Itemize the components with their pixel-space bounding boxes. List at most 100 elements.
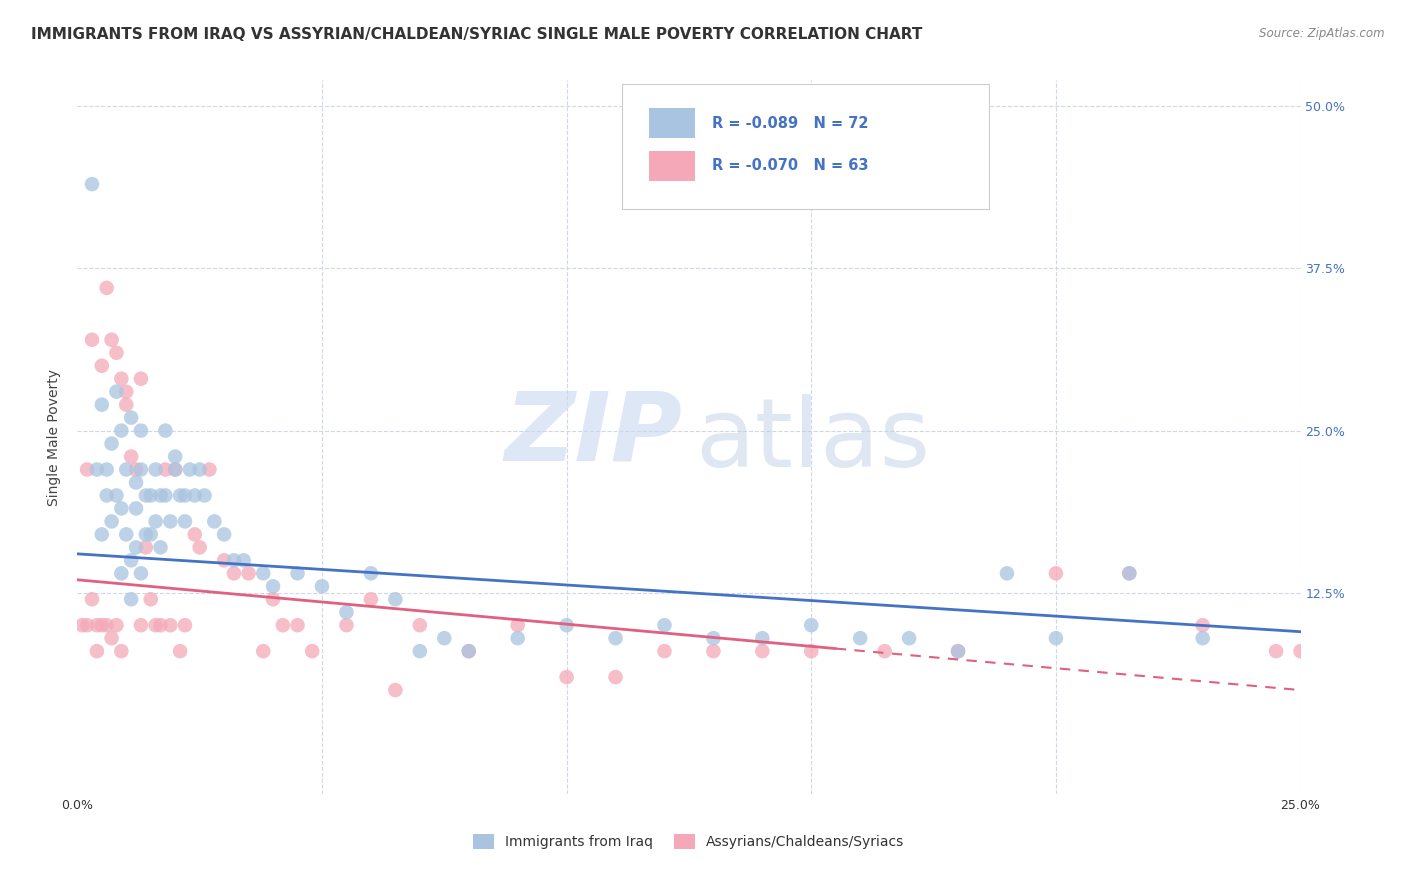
Point [120,592,142,607]
Legend: Immigrants from Iraq, Assyrians/Chaldeans/Syriacs: Immigrants from Iraq, Assyrians/Chaldean… [468,829,910,855]
Point [105,618,128,632]
Point [946,644,969,658]
Point [287,566,309,581]
Point [252,644,274,658]
Point [800,644,823,658]
Point [100,436,122,450]
Point [139,488,162,502]
Point [100,631,122,645]
Point [184,527,207,541]
Point [702,644,724,658]
Point [145,618,167,632]
Point [174,488,197,502]
Point [120,410,142,425]
Point [360,566,382,581]
Point [198,462,221,476]
Point [1265,644,1288,658]
Point [90,527,112,541]
Point [457,644,479,658]
Y-axis label: Single Male Poverty: Single Male Poverty [48,368,62,506]
Point [110,372,132,386]
Point [155,462,177,476]
Point [384,592,406,607]
Point [110,501,132,516]
Point [184,488,207,502]
Point [800,618,823,632]
Point [110,566,132,581]
Point [262,579,284,593]
Point [605,631,627,645]
Point [100,515,122,529]
Point [457,644,479,658]
Point [105,384,128,399]
Point [179,462,201,476]
Point [898,631,921,645]
Point [384,683,406,698]
Point [149,488,172,502]
Point [232,553,254,567]
Text: atlas: atlas [695,394,931,487]
FancyBboxPatch shape [621,84,988,209]
Point [702,631,724,645]
Point [605,670,627,684]
Point [155,424,177,438]
Point [96,488,118,502]
Point [149,618,172,632]
Point [188,541,211,555]
Point [110,644,132,658]
Point [86,618,108,632]
Point [165,450,187,464]
Point [409,644,432,658]
Point [506,618,529,632]
Point [174,618,197,632]
Text: ZIP: ZIP [505,387,683,480]
Point [145,462,167,476]
Point [1191,631,1213,645]
Point [1313,644,1336,658]
Point [80,333,103,347]
Point [262,592,284,607]
Point [409,618,432,632]
Point [145,515,167,529]
Point [555,618,578,632]
Text: Source: ZipAtlas.com: Source: ZipAtlas.com [1260,27,1385,40]
Point [129,462,152,476]
Point [135,527,157,541]
Point [100,333,122,347]
Text: IMMIGRANTS FROM IRAQ VS ASSYRIAN/CHALDEAN/SYRIAC SINGLE MALE POVERTY CORRELATION: IMMIGRANTS FROM IRAQ VS ASSYRIAN/CHALDEA… [31,27,922,42]
Point [80,592,103,607]
Point [193,488,215,502]
Point [873,644,896,658]
Point [1289,644,1312,658]
Point [271,618,294,632]
Point [86,462,108,476]
Point [751,631,773,645]
Point [222,566,245,581]
Point [212,553,235,567]
FancyBboxPatch shape [648,151,695,181]
Point [115,462,138,476]
Point [105,345,128,359]
Point [129,372,152,386]
Point [129,424,152,438]
Point [555,670,578,684]
Point [751,644,773,658]
Point [90,618,112,632]
Point [129,618,152,632]
Point [76,618,98,632]
Point [1118,566,1140,581]
Point [222,553,245,567]
Point [115,527,138,541]
Point [202,515,225,529]
Point [849,631,872,645]
Point [155,488,177,502]
Point [212,527,235,541]
Point [120,450,142,464]
Point [1045,631,1067,645]
Point [946,644,969,658]
Point [506,631,529,645]
Point [105,488,128,502]
Point [90,359,112,373]
Point [135,541,157,555]
Point [335,605,357,619]
